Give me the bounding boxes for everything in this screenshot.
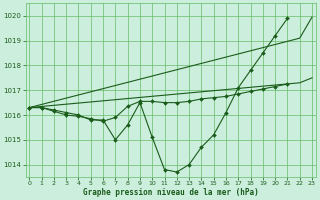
X-axis label: Graphe pression niveau de la mer (hPa): Graphe pression niveau de la mer (hPa) — [83, 188, 259, 197]
